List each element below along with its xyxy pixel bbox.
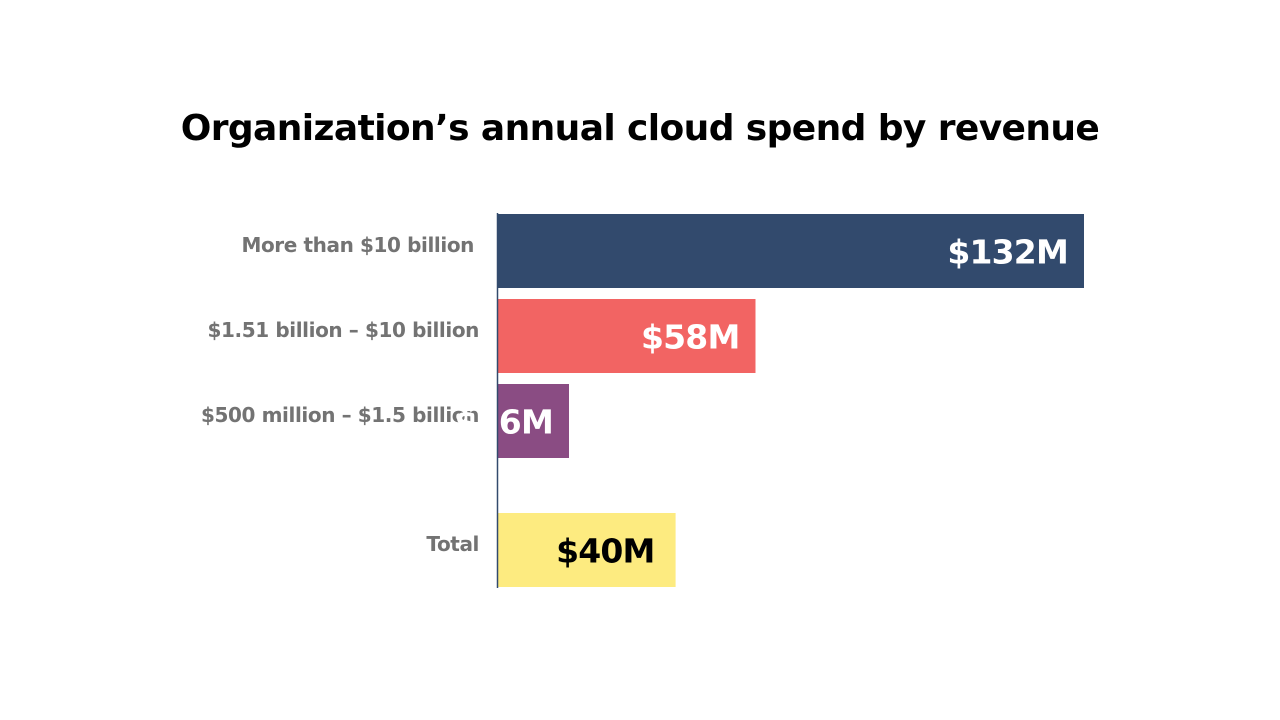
data-label: $16M — [454, 403, 553, 442]
data-label: $40M — [556, 532, 655, 571]
category-label: More than $10 billion — [241, 233, 474, 257]
bar-1-51-billion-10-billion — [498, 299, 756, 373]
category-label: $1.51 billion – $10 billion — [208, 318, 480, 342]
bars-layer: More than $10 billion $132M $1.51 billion … — [201, 214, 1084, 587]
data-label: $132M — [947, 233, 1068, 272]
data-label: $58M — [641, 318, 740, 357]
bar-500-million-1-5-billion — [498, 384, 569, 458]
chart-title: Organization’s annual cloud spend by rev… — [180, 108, 1100, 149]
category-label: Total — [426, 532, 479, 556]
bar-total — [498, 513, 676, 587]
category-label: $500 million – $1.5 billion — [201, 403, 479, 427]
bar-more-than-10-billion — [498, 214, 1084, 288]
